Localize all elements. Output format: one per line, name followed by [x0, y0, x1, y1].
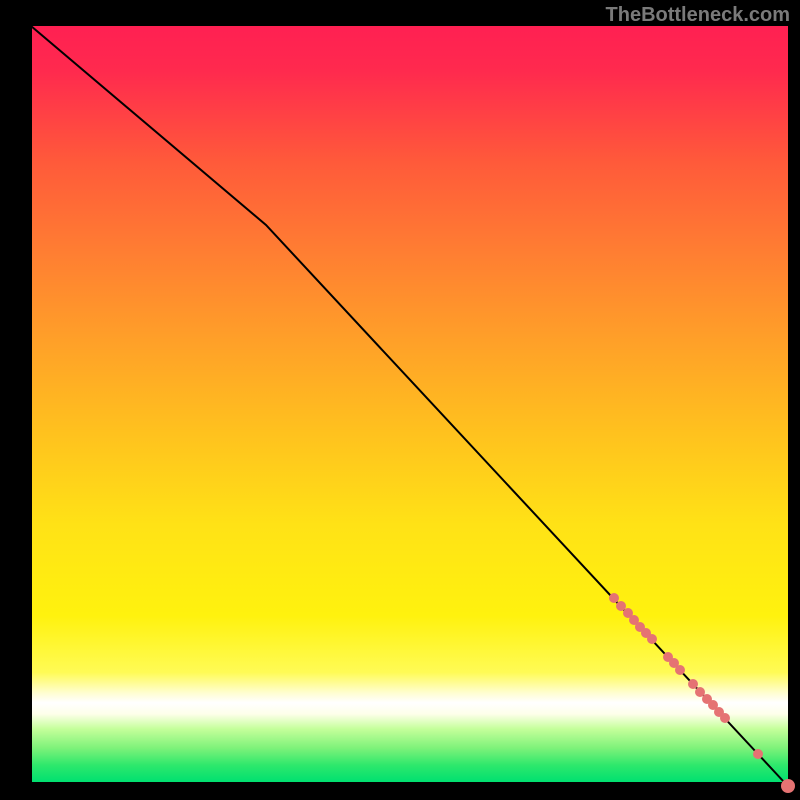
- data-point: [753, 749, 763, 759]
- plot-background: [32, 26, 788, 782]
- data-point: [675, 665, 685, 675]
- data-point: [781, 779, 795, 793]
- data-point: [688, 679, 698, 689]
- watermark-text: TheBottleneck.com: [606, 4, 790, 27]
- data-point: [609, 593, 619, 603]
- data-point: [720, 713, 730, 723]
- bottleneck-chart: [0, 0, 800, 800]
- data-point: [647, 634, 657, 644]
